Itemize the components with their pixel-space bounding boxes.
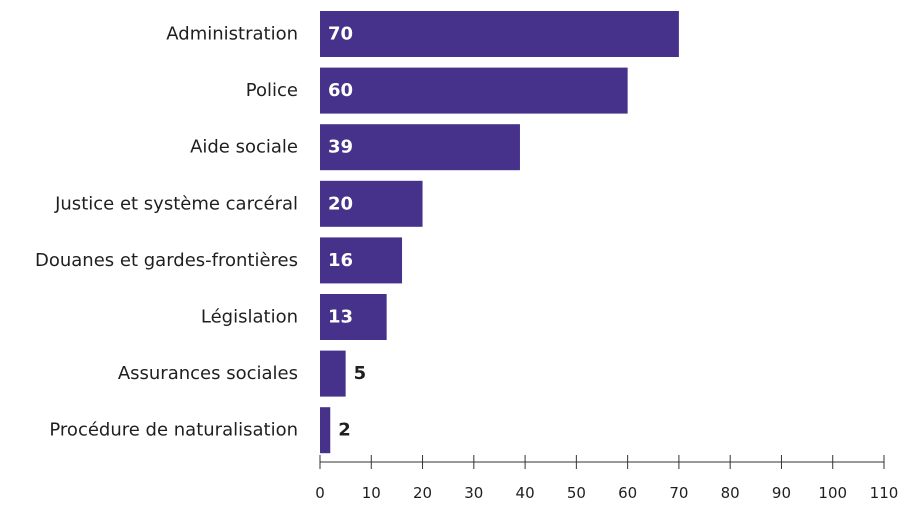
bar-6 [320, 350, 346, 397]
value-label: 5 [354, 363, 367, 384]
x-tick-label: 50 [567, 484, 586, 502]
x-tick-label: 70 [669, 484, 688, 502]
category-label: Police [246, 80, 298, 101]
category-labels-group: Administration Police Aide sociale Justice … [35, 24, 298, 441]
bar-0 [320, 11, 679, 57]
value-label: 39 [328, 137, 353, 158]
x-tick-label: 10 [362, 484, 381, 502]
category-label: Assurances sociales [118, 363, 298, 384]
value-label: 60 [328, 80, 353, 101]
x-tick-label: 80 [721, 484, 740, 502]
x-tick-label: 90 [772, 484, 791, 502]
value-label: 20 [328, 193, 353, 214]
bar-3 [320, 180, 423, 227]
bar-7 [320, 407, 331, 454]
category-label: Aide sociale [190, 137, 298, 158]
value-label: 70 [328, 24, 353, 45]
x-tick-label: 30 [464, 484, 483, 502]
category-label: Procédure de naturalisation [49, 420, 298, 441]
value-label: 16 [328, 250, 353, 271]
x-tick-label: 20 [413, 484, 432, 502]
bars-group: 70 60 39 20 16 13 5 2 [320, 11, 679, 454]
category-label: Administration [166, 24, 298, 45]
bar-2 [320, 124, 520, 171]
category-label: Législation [201, 307, 298, 328]
category-label: Justice et système carcéral [54, 193, 298, 214]
value-label: 2 [338, 420, 351, 441]
category-label: Douanes et gardes-frontières [35, 250, 298, 271]
value-label: 13 [328, 307, 353, 328]
bar-5 [320, 294, 387, 340]
x-tick-label: 100 [818, 484, 847, 502]
x-tick-label: 0 [315, 484, 325, 502]
x-tick-label: 40 [516, 484, 535, 502]
x-tick-label: 110 [870, 484, 899, 502]
bar-1 [320, 67, 628, 114]
x-axis: 0 10 20 30 40 50 60 70 80 90 100 110 [315, 455, 898, 502]
x-tick-label: 60 [618, 484, 637, 502]
bar-4 [320, 237, 403, 284]
